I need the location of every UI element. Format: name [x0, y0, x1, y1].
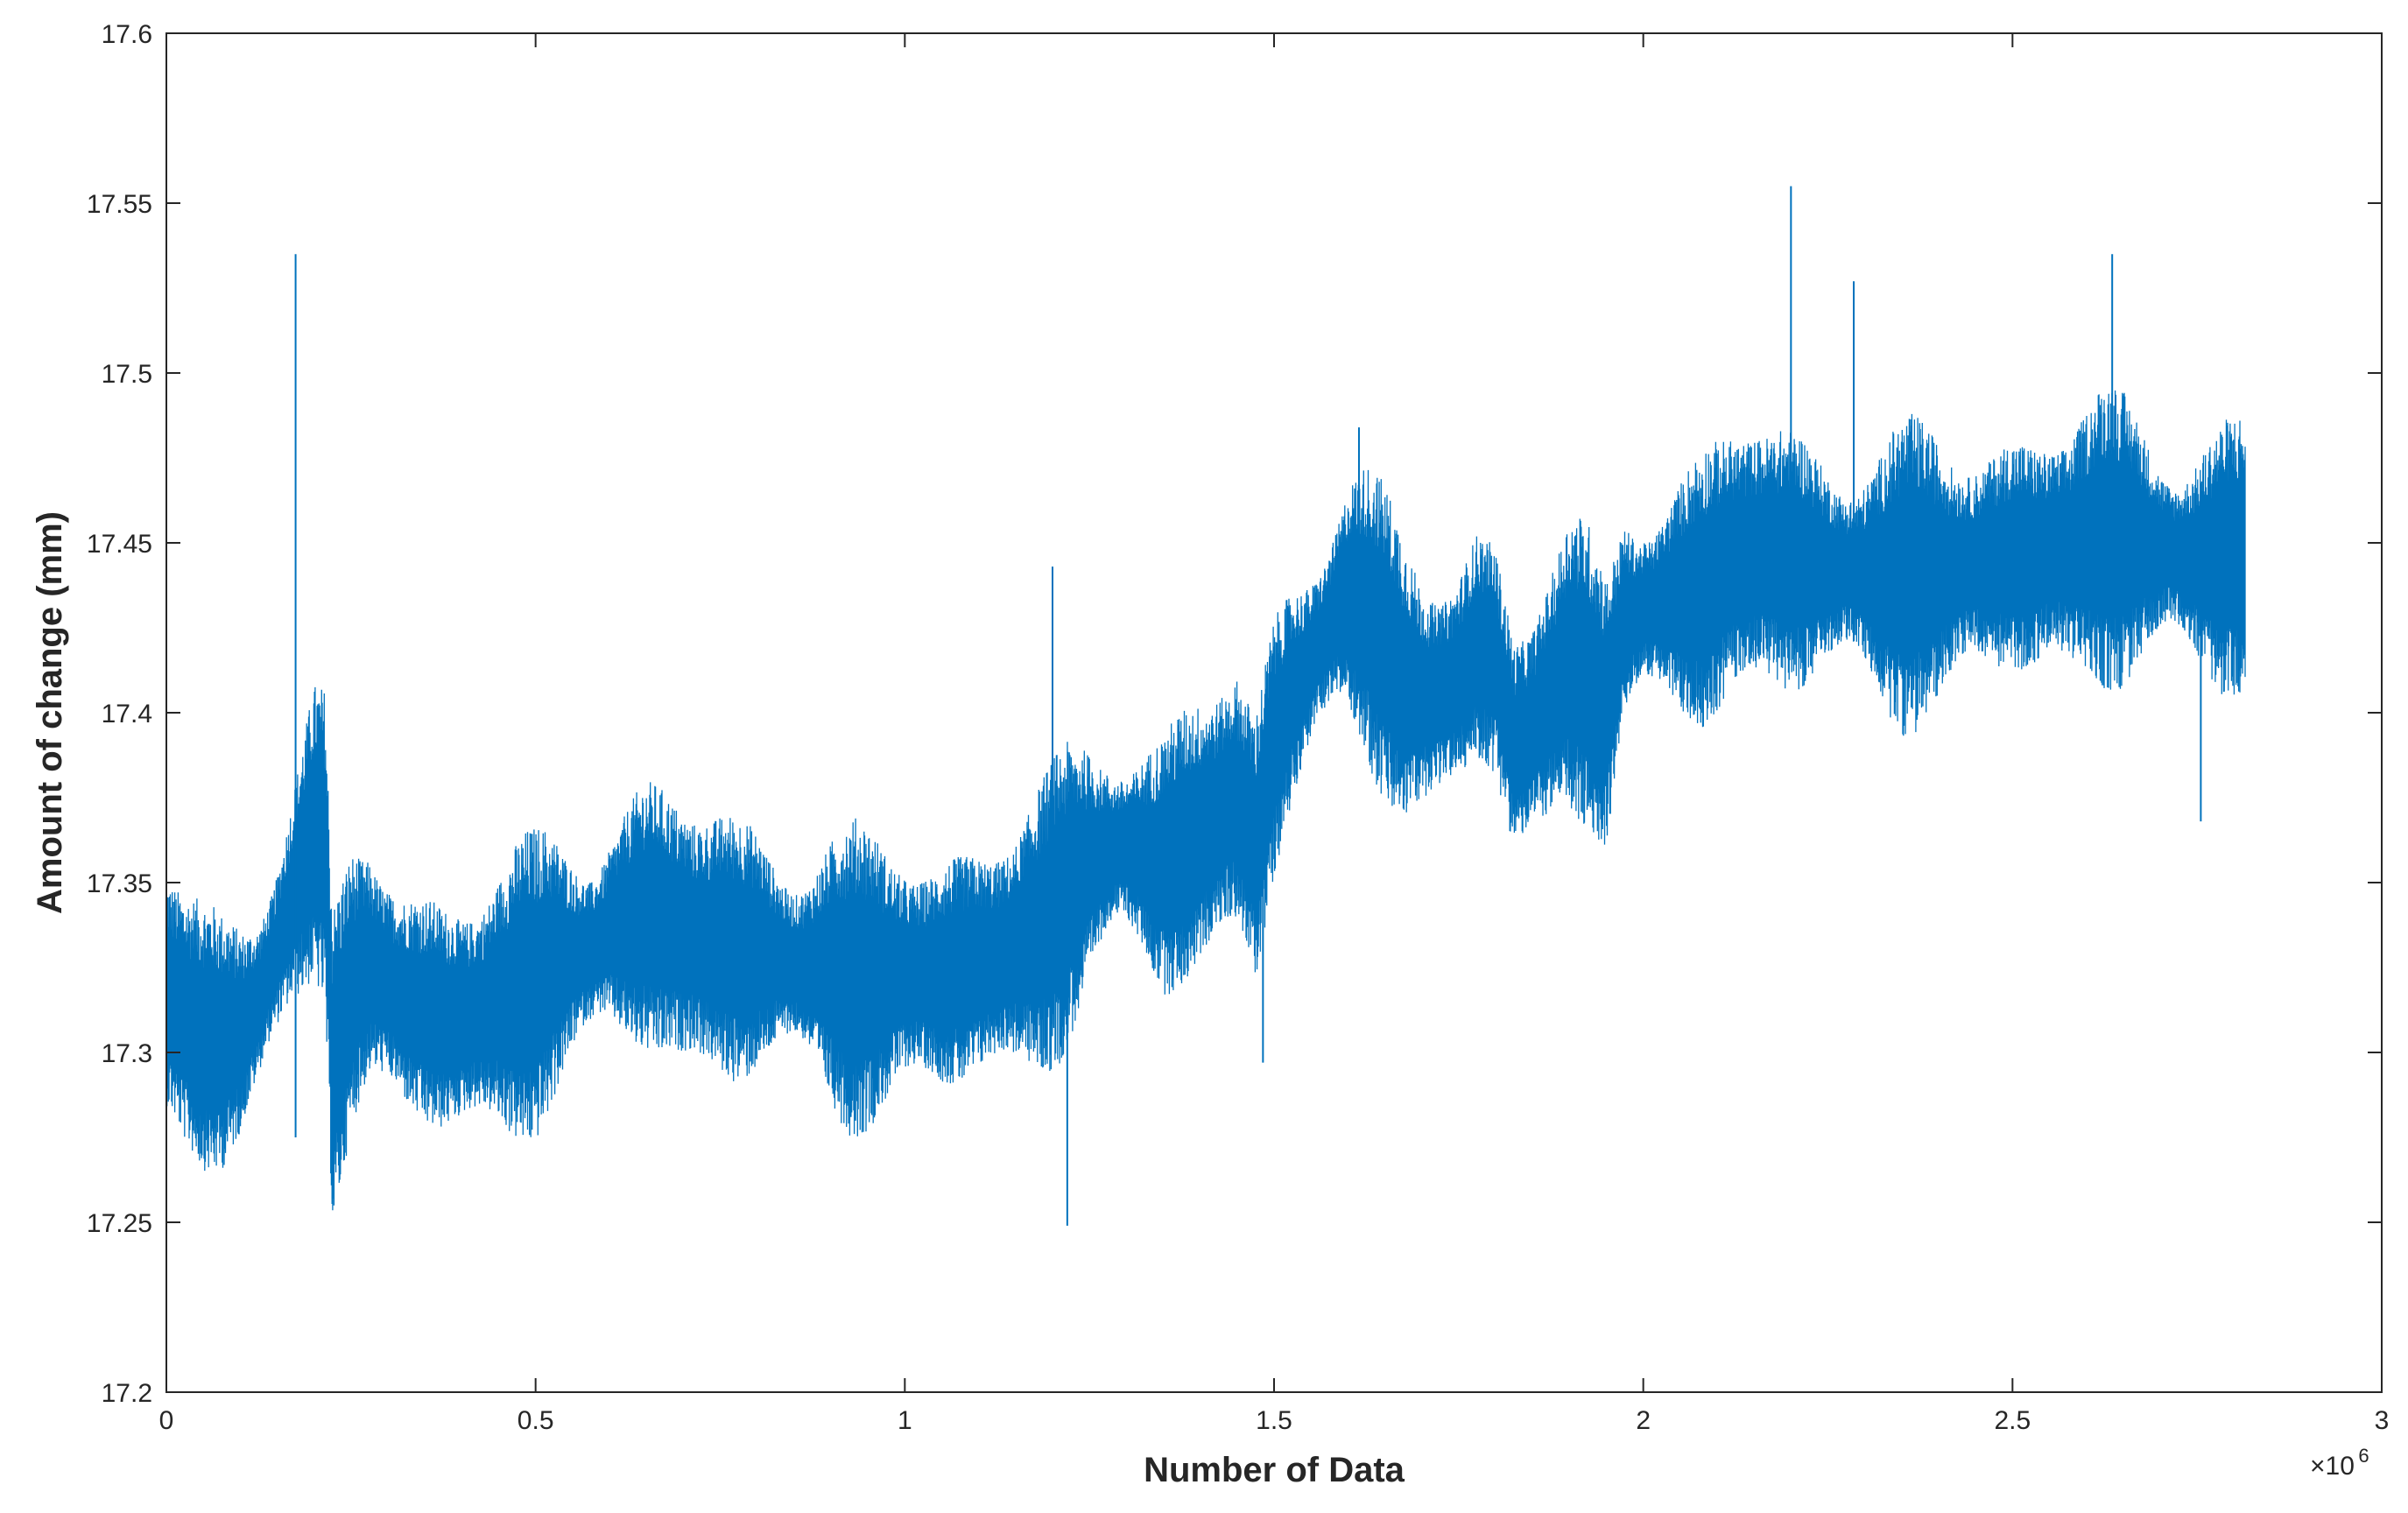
- x-tick-label: 3: [2375, 1406, 2390, 1435]
- x-tick-label: 1.5: [1256, 1406, 1292, 1435]
- y-tick-label: 17.5: [102, 360, 152, 389]
- y-tick-label: 17.4: [102, 700, 152, 728]
- y-axis-ticks: 17.2 17.25 17.3 17.35 17.4 17.45 17.5 17.55 17.6: [87, 20, 2382, 1408]
- y-axis-title: Amount of change (mm): [31, 511, 69, 914]
- y-tick-label: 17.35: [87, 869, 152, 898]
- x-axis-ticks: 0 0.5 1 1.5 2 2.5 3: [159, 33, 2390, 1435]
- series-layer: [165, 186, 2246, 1226]
- x-tick-label: 1: [898, 1406, 912, 1435]
- x-tick-label: 2.5: [1994, 1406, 2031, 1435]
- x-axis-exponent-power: 6: [2358, 1445, 2369, 1467]
- x-axis-exponent-base: ×10: [2310, 1452, 2355, 1481]
- y-tick-label: 17.55: [87, 190, 152, 219]
- x-axis-exponent-label: ×10 6: [2310, 1445, 2369, 1481]
- x-tick-label: 0.5: [518, 1406, 554, 1435]
- x-axis-title: Number of Data: [1144, 1451, 1405, 1489]
- x-tick-label: 2: [1636, 1406, 1651, 1435]
- y-tick-label: 17.6: [102, 20, 152, 49]
- y-tick-label: 17.3: [102, 1039, 152, 1068]
- y-tick-label: 17.45: [87, 530, 152, 559]
- x-tick-label: 0: [159, 1406, 174, 1435]
- y-tick-label: 17.2: [102, 1379, 152, 1408]
- y-tick-label: 17.25: [87, 1209, 152, 1238]
- series-line: [165, 390, 2246, 1211]
